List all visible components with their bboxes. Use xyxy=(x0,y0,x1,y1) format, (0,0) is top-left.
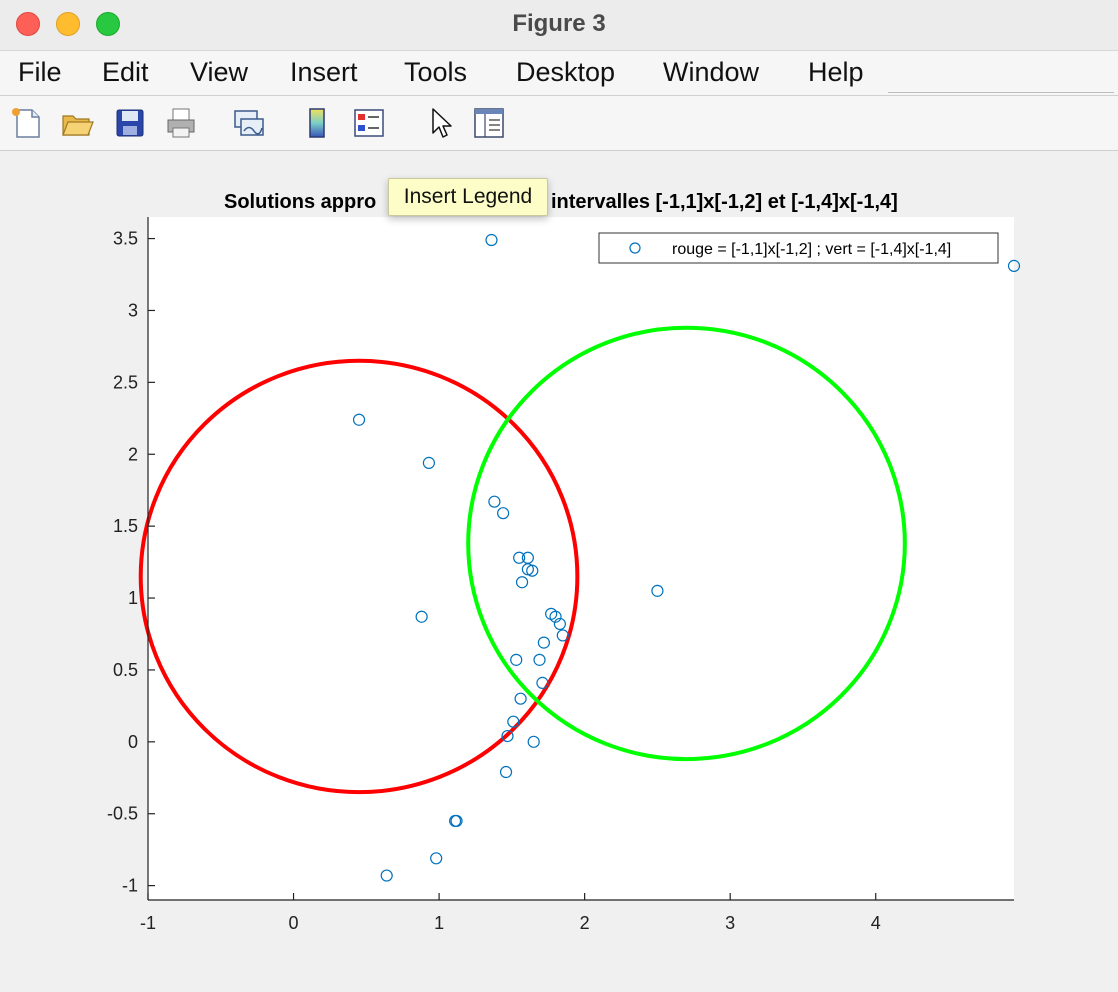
x-tick-label: 4 xyxy=(871,913,881,933)
y-tick-label: 3 xyxy=(128,300,138,320)
property-inspector-icon[interactable] xyxy=(472,106,506,140)
link-plot-icon[interactable] xyxy=(232,106,266,140)
menu-insert[interactable]: Insert xyxy=(290,57,358,88)
menu-view[interactable]: View xyxy=(190,57,248,88)
menu-tools[interactable]: Tools xyxy=(404,57,467,88)
figure-toolbar xyxy=(0,96,1118,151)
chart-title-left: Solutions appro xyxy=(224,191,376,213)
menu-bar: File Edit View Insert Tools Desktop Wind… xyxy=(0,51,1118,96)
menu-file[interactable]: File xyxy=(18,57,62,88)
window-title: Figure 3 xyxy=(0,10,1118,38)
insert-legend-icon[interactable] xyxy=(352,106,386,140)
y-tick-label: 2.5 xyxy=(113,372,138,392)
menu-edit[interactable]: Edit xyxy=(102,57,149,88)
x-tick-label: 2 xyxy=(580,913,590,933)
y-tick-label: -0.5 xyxy=(107,804,138,824)
open-file-icon[interactable] xyxy=(60,106,94,140)
insert-colorbar-icon[interactable] xyxy=(300,106,334,140)
y-tick-label: 0.5 xyxy=(113,660,138,680)
save-icon[interactable] xyxy=(113,106,147,140)
x-tick-label: 0 xyxy=(289,913,299,933)
new-figure-icon[interactable] xyxy=(10,106,44,140)
x-tick-label: 3 xyxy=(725,913,735,933)
chart-title-right: intervalles [-1,1]x[-1,2] et [-1,4]x[-1,… xyxy=(551,191,898,213)
edit-plot-icon[interactable] xyxy=(424,106,458,140)
y-tick-label: 0 xyxy=(128,732,138,752)
menu-help[interactable]: Help xyxy=(808,57,864,88)
menu-desktop[interactable]: Desktop xyxy=(516,57,615,88)
y-tick-label: -1 xyxy=(122,876,138,896)
legend[interactable]: rouge = [-1,1]x[-1,2] ; vert = [-1,4]x[-… xyxy=(599,233,998,263)
print-icon[interactable] xyxy=(164,106,198,140)
y-tick-label: 1 xyxy=(128,588,138,608)
tooltip: Insert Legend xyxy=(388,178,548,216)
x-tick-label: -1 xyxy=(140,913,156,933)
y-tick-label: 3.5 xyxy=(113,229,138,249)
window-titlebar: Figure 3 xyxy=(0,0,1118,51)
axes-background xyxy=(148,217,1014,900)
y-tick-label: 2 xyxy=(128,444,138,464)
legend-label: rouge = [-1,1]x[-1,2] ; vert = [-1,4]x[-… xyxy=(672,241,951,258)
x-tick-label: 1 xyxy=(434,913,444,933)
y-tick-label: 1.5 xyxy=(113,516,138,536)
scatter-plot[interactable]: -1 0 1 2 3 4 -1 -0.5 0 0.5 1 1.5 2 2.5 3 3.5 Solutions… xyxy=(0,151,1118,992)
figure-canvas: -1 0 1 2 3 4 -1 -0.5 0 0.5 1 1.5 2 2.5 3 3.5 Solutions… xyxy=(0,151,1118,992)
menu-divider xyxy=(888,92,1114,93)
menu-window[interactable]: Window xyxy=(663,57,759,88)
